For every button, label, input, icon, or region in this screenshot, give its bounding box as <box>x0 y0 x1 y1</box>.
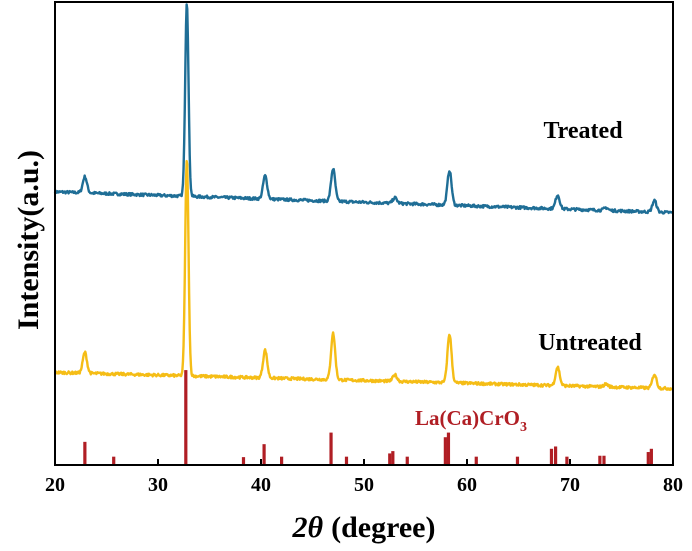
reference-peak-bar <box>565 456 569 465</box>
reference-peak-bar <box>329 432 333 465</box>
reference-label: La(Ca)CrO3 <box>415 406 527 435</box>
reference-peak-bar <box>112 456 116 465</box>
reference-peak-bar <box>405 456 409 465</box>
reference-peak-bar <box>83 441 87 465</box>
reference-peak-bar <box>602 455 606 465</box>
series-label-treated: Treated <box>543 118 623 144</box>
reference-peak-bar <box>241 457 246 465</box>
reference-peak-bar <box>649 448 653 465</box>
reference-peak-bar <box>280 456 284 465</box>
x-tick-label: 20 <box>45 474 65 496</box>
x-tick-label: 60 <box>457 474 477 496</box>
reference-peak-bar <box>646 452 650 465</box>
reference-peak-bar <box>443 437 447 465</box>
plot-frame <box>54 1 674 466</box>
reference-peak-bar <box>388 453 392 465</box>
series-lines <box>53 3 674 392</box>
x-tick-label: 40 <box>251 474 271 496</box>
reference-peak-bar <box>549 448 554 465</box>
y-axis-title: Intensity(a.u.) <box>12 150 45 330</box>
reference-peak-bar <box>553 446 558 465</box>
reference-peak-bar <box>391 451 395 465</box>
x-tick-label: 80 <box>663 474 683 496</box>
reference-peak-bar <box>515 456 520 465</box>
reference-peak-bar <box>262 444 266 465</box>
series-line-untreated <box>53 159 674 392</box>
series-line-treated <box>53 3 674 215</box>
x-axis-ticks: 20 30 40 50 60 70 80 <box>45 459 683 496</box>
reference-peak-bar <box>474 456 478 465</box>
reference-peak-bar <box>344 456 349 465</box>
reference-peak-bar <box>184 370 188 465</box>
x-tick-label: 70 <box>560 474 580 496</box>
reference-peak-bar <box>598 455 602 465</box>
series-label-untreated: Untreated <box>538 330 642 356</box>
reference-peak-bar <box>446 432 451 465</box>
x-tick-label: 50 <box>354 474 374 496</box>
x-tick-label: 30 <box>148 474 168 496</box>
x-axis-title: 2θ (degree) <box>292 511 436 544</box>
reference-peaks <box>83 370 653 465</box>
